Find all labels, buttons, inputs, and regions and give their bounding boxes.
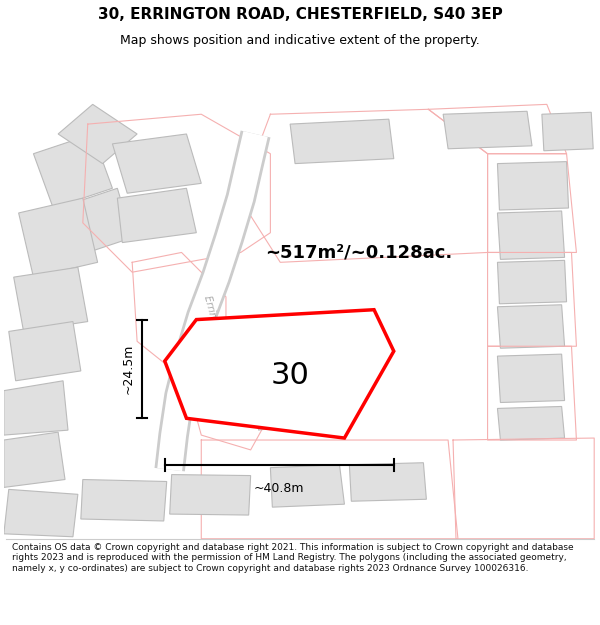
Polygon shape bbox=[112, 134, 201, 193]
Polygon shape bbox=[497, 354, 565, 402]
Polygon shape bbox=[170, 474, 251, 515]
Polygon shape bbox=[497, 211, 565, 259]
Text: Errington Road: Errington Road bbox=[202, 295, 230, 368]
Polygon shape bbox=[58, 104, 137, 164]
Polygon shape bbox=[497, 305, 565, 348]
Text: 30, ERRINGTON ROAD, CHESTERFIELD, S40 3EP: 30, ERRINGTON ROAD, CHESTERFIELD, S40 3E… bbox=[98, 8, 502, 22]
Polygon shape bbox=[497, 162, 569, 210]
Polygon shape bbox=[271, 465, 344, 507]
Polygon shape bbox=[216, 356, 260, 401]
Polygon shape bbox=[58, 188, 132, 258]
Polygon shape bbox=[256, 391, 295, 430]
Polygon shape bbox=[290, 119, 394, 164]
Polygon shape bbox=[118, 188, 196, 242]
Polygon shape bbox=[34, 134, 112, 208]
Text: ~40.8m: ~40.8m bbox=[254, 482, 305, 496]
Polygon shape bbox=[4, 381, 68, 435]
Polygon shape bbox=[443, 111, 532, 149]
Polygon shape bbox=[4, 489, 78, 537]
Text: Map shows position and indicative extent of the property.: Map shows position and indicative extent… bbox=[120, 34, 480, 47]
Text: ~24.5m: ~24.5m bbox=[121, 344, 134, 394]
Text: ~517m²/~0.128ac.: ~517m²/~0.128ac. bbox=[266, 244, 453, 261]
Polygon shape bbox=[349, 462, 427, 501]
Polygon shape bbox=[497, 261, 566, 304]
Polygon shape bbox=[81, 479, 167, 521]
Polygon shape bbox=[542, 112, 593, 151]
Polygon shape bbox=[165, 310, 394, 438]
Polygon shape bbox=[19, 198, 98, 277]
Polygon shape bbox=[9, 321, 81, 381]
Polygon shape bbox=[14, 268, 88, 331]
Text: Contains OS data © Crown copyright and database right 2021. This information is : Contains OS data © Crown copyright and d… bbox=[12, 543, 574, 573]
Polygon shape bbox=[4, 432, 65, 488]
Text: 30: 30 bbox=[271, 361, 310, 391]
Polygon shape bbox=[497, 406, 565, 440]
